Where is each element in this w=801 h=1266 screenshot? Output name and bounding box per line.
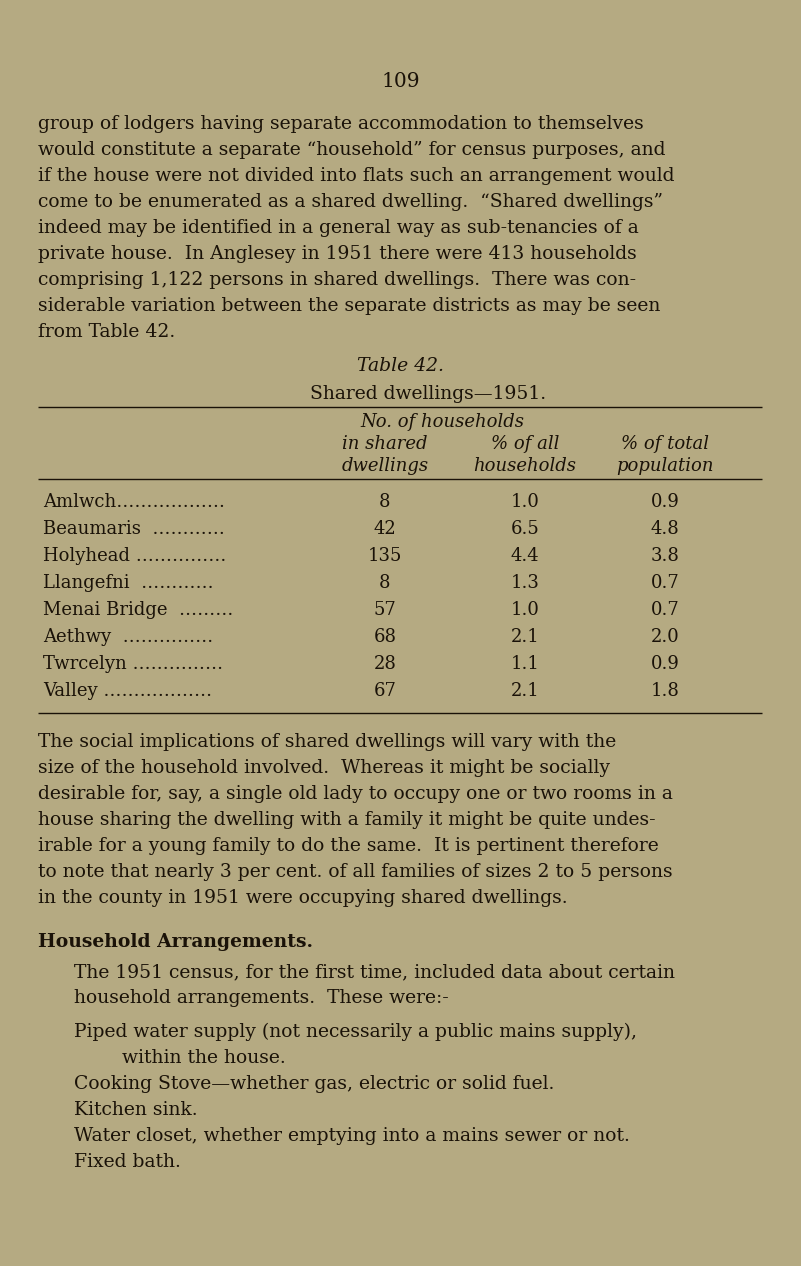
Text: siderable variation between the separate districts as may be seen: siderable variation between the separate… [38,298,660,315]
Text: within the house.: within the house. [74,1050,286,1067]
Text: 68: 68 [373,628,396,646]
Text: Household Arrangements.: Household Arrangements. [38,933,313,951]
Text: group of lodgers having separate accommodation to themselves: group of lodgers having separate accommo… [38,115,644,133]
Text: to note that nearly 3 per cent. of all families of sizes 2 to 5 persons: to note that nearly 3 per cent. of all f… [38,863,673,881]
Text: size of the household involved.  Whereas it might be socially: size of the household involved. Whereas … [38,760,610,777]
Text: indeed may be identified in a general way as sub-tenancies of a: indeed may be identified in a general wa… [38,219,638,237]
Text: 0.9: 0.9 [650,655,679,674]
Text: 8: 8 [379,492,391,511]
Text: % of all: % of all [491,436,559,453]
Text: house sharing the dwelling with a family it might be quite undes-: house sharing the dwelling with a family… [38,812,656,829]
Text: Kitchen sink.: Kitchen sink. [74,1101,198,1119]
Text: Fixed bath.: Fixed bath. [74,1153,181,1171]
Text: 135: 135 [368,547,402,565]
Text: Amlwch………………: Amlwch……………… [43,492,225,511]
Text: Valley ………………: Valley ……………… [43,682,212,700]
Text: 0.7: 0.7 [650,573,679,592]
Text: Piped water supply (not necessarily a public mains supply),: Piped water supply (not necessarily a pu… [74,1023,637,1041]
Text: Table 42.: Table 42. [357,357,444,375]
Text: 2.1: 2.1 [510,682,539,700]
Text: Water closet, whether emptying into a mains sewer or not.: Water closet, whether emptying into a ma… [74,1127,630,1144]
Text: 67: 67 [373,682,396,700]
Text: 0.9: 0.9 [650,492,679,511]
Text: 42: 42 [373,520,396,538]
Text: 6.5: 6.5 [510,520,539,538]
Text: from Table 42.: from Table 42. [38,323,175,341]
Text: desirable for, say, a single old lady to occupy one or two rooms in a: desirable for, say, a single old lady to… [38,785,673,803]
Text: in shared: in shared [342,436,428,453]
Text: Twrcelyn ……………: Twrcelyn …………… [43,655,223,674]
Text: if the house were not divided into flats such an arrangement would: if the house were not divided into flats… [38,167,674,185]
Text: 1.8: 1.8 [650,682,679,700]
Text: Holyhead ……………: Holyhead …………… [43,547,227,565]
Text: Beaumaris  …………: Beaumaris ………… [43,520,225,538]
Text: % of total: % of total [621,436,709,453]
Text: 28: 28 [373,655,396,674]
Text: The social implications of shared dwellings will vary with the: The social implications of shared dwelli… [38,733,616,751]
Text: 109: 109 [381,72,420,91]
Text: 4.4: 4.4 [511,547,539,565]
Text: No. of households: No. of households [360,413,524,430]
Text: would constitute a separate “household” for census purposes, and: would constitute a separate “household” … [38,141,666,160]
Text: 1.0: 1.0 [510,492,539,511]
Text: 3.8: 3.8 [650,547,679,565]
Text: households: households [473,457,577,475]
Text: 0.7: 0.7 [650,601,679,619]
Text: 2.0: 2.0 [650,628,679,646]
Text: 1.3: 1.3 [510,573,539,592]
Text: in the county in 1951 were occupying shared dwellings.: in the county in 1951 were occupying sha… [38,889,568,906]
Text: dwellings: dwellings [341,457,429,475]
Text: 2.1: 2.1 [510,628,539,646]
Text: Cooking Stove—whether gas, electric or solid fuel.: Cooking Stove—whether gas, electric or s… [74,1075,554,1093]
Text: 8: 8 [379,573,391,592]
Text: 1.1: 1.1 [510,655,539,674]
Text: 1.0: 1.0 [510,601,539,619]
Text: population: population [616,457,714,475]
Text: Llangefni  …………: Llangefni ………… [43,573,214,592]
Text: 4.8: 4.8 [650,520,679,538]
Text: household arrangements.  These were:-: household arrangements. These were:- [74,989,449,1006]
Text: The 1951 census, for the first time, included data about certain: The 1951 census, for the first time, inc… [74,963,675,981]
Text: comprising 1,122 persons in shared dwellings.  There was con-: comprising 1,122 persons in shared dwell… [38,271,636,289]
Text: private house.  In Anglesey in 1951 there were 413 households: private house. In Anglesey in 1951 there… [38,246,637,263]
Text: come to be enumerated as a shared dwelling.  “Shared dwellings”: come to be enumerated as a shared dwelli… [38,192,663,211]
Text: Shared dwellings—1951.: Shared dwellings—1951. [310,385,546,403]
Text: 57: 57 [373,601,396,619]
Text: irable for a young family to do the same.  It is pertinent therefore: irable for a young family to do the same… [38,837,658,855]
Text: Aethwy  ……………: Aethwy …………… [43,628,213,646]
Text: Menai Bridge  ………: Menai Bridge ……… [43,601,233,619]
